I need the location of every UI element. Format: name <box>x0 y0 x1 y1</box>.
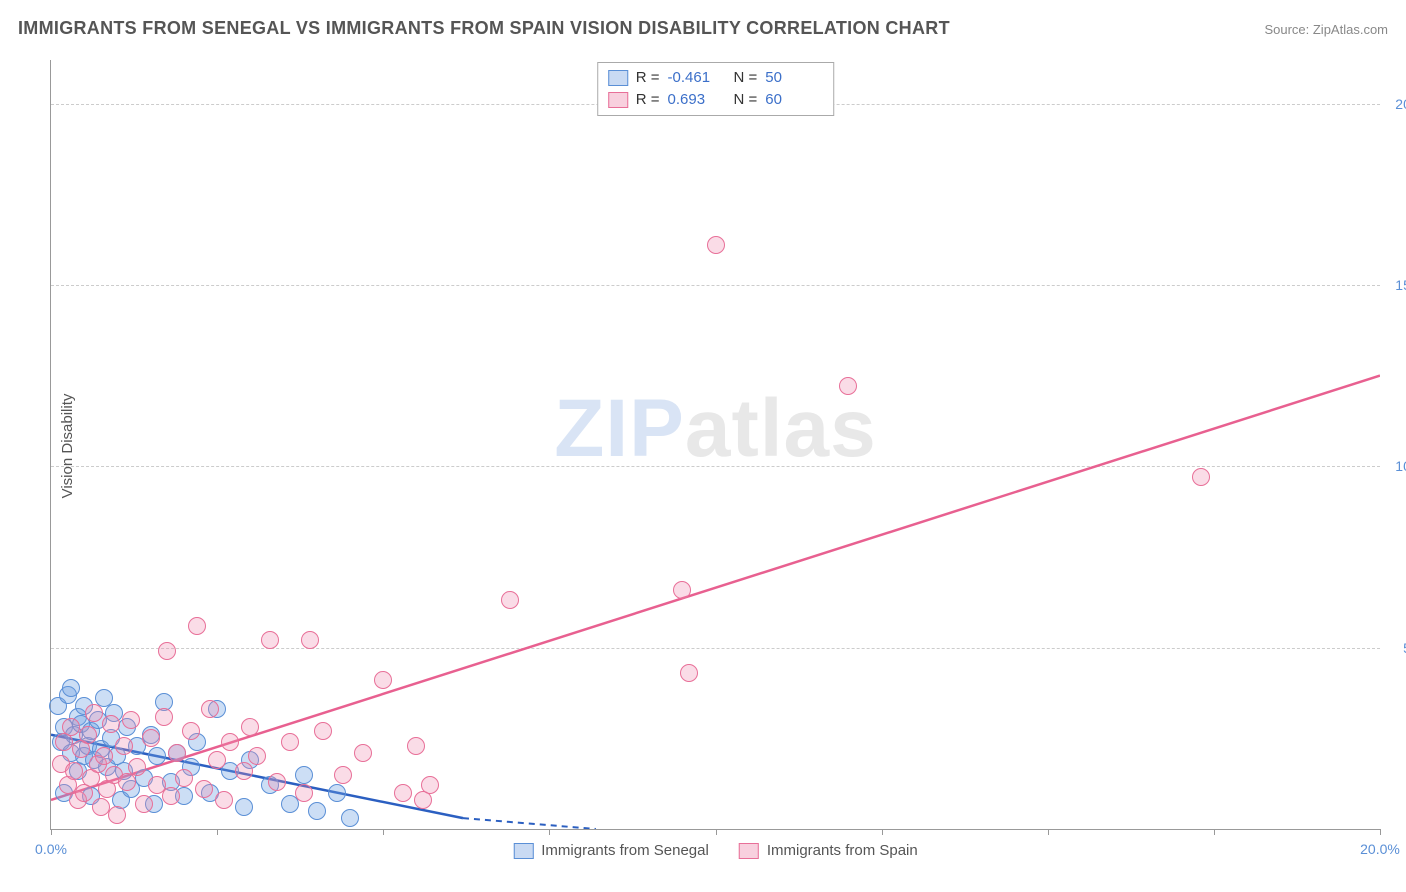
x-tick <box>549 829 550 835</box>
scatter-point <box>215 791 233 809</box>
scatter-point <box>680 664 698 682</box>
stats-row-1: R = -0.461 N = 50 <box>608 67 824 89</box>
swatch-senegal <box>608 70 628 86</box>
scatter-point <box>115 737 133 755</box>
gridline <box>51 285 1380 286</box>
scatter-point <box>182 722 200 740</box>
scatter-point <box>421 776 439 794</box>
x-tick <box>1048 829 1049 835</box>
scatter-point <box>122 711 140 729</box>
r-label-2: R = <box>636 89 660 111</box>
x-tick <box>882 829 883 835</box>
n-value-2: 60 <box>765 89 823 111</box>
r-value-1: -0.461 <box>668 67 726 89</box>
watermark: ZIPatlas <box>554 382 876 476</box>
scatter-point <box>108 806 126 824</box>
scatter-point <box>501 591 519 609</box>
legend-label-senegal: Immigrants from Senegal <box>541 842 709 859</box>
bottom-legend: Immigrants from Senegal Immigrants from … <box>513 842 917 859</box>
chart-plot-area: ZIPatlas R = -0.461 N = 50 R = 0.693 N =… <box>50 60 1380 830</box>
scatter-point <box>201 700 219 718</box>
gridline <box>51 648 1380 649</box>
scatter-point <box>92 798 110 816</box>
legend-swatch-spain <box>739 843 759 859</box>
n-value-1: 50 <box>765 67 823 89</box>
scatter-point <box>95 747 113 765</box>
swatch-spain <box>608 92 628 108</box>
scatter-point <box>79 726 97 744</box>
scatter-point <box>235 762 253 780</box>
scatter-point <box>407 737 425 755</box>
x-tick <box>1214 829 1215 835</box>
scatter-point <box>128 758 146 776</box>
stats-row-2: R = 0.693 N = 60 <box>608 89 824 111</box>
legend-item-senegal: Immigrants from Senegal <box>513 842 709 859</box>
x-tick <box>217 829 218 835</box>
scatter-point <box>85 704 103 722</box>
x-tick <box>1380 829 1381 835</box>
y-tick-label: 15.0% <box>1385 277 1406 293</box>
scatter-point <box>295 784 313 802</box>
scatter-point <box>295 766 313 784</box>
scatter-point <box>301 631 319 649</box>
x-tick-label: 20.0% <box>1360 841 1400 857</box>
scatter-point <box>162 787 180 805</box>
scatter-point <box>188 617 206 635</box>
y-tick-label: 10.0% <box>1385 458 1406 474</box>
scatter-point <box>62 679 80 697</box>
n-label-2: N = <box>734 89 758 111</box>
scatter-point <box>241 718 259 736</box>
scatter-point <box>62 718 80 736</box>
chart-title: IMMIGRANTS FROM SENEGAL VS IMMIGRANTS FR… <box>18 18 950 39</box>
x-tick <box>383 829 384 835</box>
trend-line <box>463 818 596 829</box>
scatter-point <box>142 729 160 747</box>
y-tick-label: 5.0% <box>1385 640 1406 656</box>
watermark-zip: ZIP <box>554 383 685 474</box>
scatter-point <box>394 784 412 802</box>
legend-item-spain: Immigrants from Spain <box>739 842 918 859</box>
scatter-point <box>65 762 83 780</box>
scatter-point <box>175 769 193 787</box>
source-label: Source: ZipAtlas.com <box>1264 22 1388 37</box>
scatter-point <box>839 377 857 395</box>
scatter-point <box>221 733 239 751</box>
scatter-point <box>354 744 372 762</box>
x-tick-label: 0.0% <box>35 841 67 857</box>
scatter-point <box>341 809 359 827</box>
gridline <box>51 466 1380 467</box>
scatter-point <box>235 798 253 816</box>
r-label-1: R = <box>636 67 660 89</box>
legend-label-spain: Immigrants from Spain <box>767 842 918 859</box>
scatter-point <box>158 642 176 660</box>
scatter-point <box>248 747 266 765</box>
watermark-atlas: atlas <box>685 383 877 474</box>
scatter-point <box>148 747 166 765</box>
scatter-point <box>673 581 691 599</box>
scatter-point <box>135 795 153 813</box>
scatter-point <box>208 751 226 769</box>
scatter-point <box>374 671 392 689</box>
scatter-point <box>707 236 725 254</box>
stats-legend-box: R = -0.461 N = 50 R = 0.693 N = 60 <box>597 62 835 116</box>
scatter-point <box>1192 468 1210 486</box>
x-tick <box>716 829 717 835</box>
r-value-2: 0.693 <box>668 89 726 111</box>
scatter-point <box>195 780 213 798</box>
scatter-point <box>155 708 173 726</box>
x-tick <box>51 829 52 835</box>
scatter-point <box>328 784 346 802</box>
scatter-point <box>314 722 332 740</box>
scatter-point <box>261 631 279 649</box>
legend-swatch-senegal <box>513 843 533 859</box>
scatter-point <box>281 733 299 751</box>
scatter-point <box>308 802 326 820</box>
scatter-point <box>268 773 286 791</box>
y-tick-label: 20.0% <box>1385 96 1406 112</box>
scatter-point <box>334 766 352 784</box>
n-label-1: N = <box>734 67 758 89</box>
scatter-point <box>168 744 186 762</box>
scatter-point <box>102 715 120 733</box>
